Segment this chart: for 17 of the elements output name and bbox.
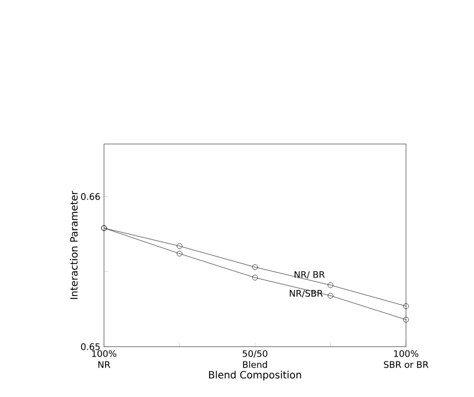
point	[328, 292, 334, 298]
y-axis-title: Interaction Parameter	[70, 190, 78, 299]
point	[403, 316, 409, 322]
point	[403, 303, 409, 309]
y-tick-label: 0.66	[81, 193, 100, 200]
x-axis-title: Blend Composition	[209, 370, 302, 380]
point	[176, 250, 182, 256]
x-tick-label: 50/50 Blend	[242, 350, 268, 368]
point	[176, 243, 182, 249]
x-tick-label: 100% SBR or BR	[384, 350, 428, 368]
point	[328, 282, 334, 288]
x-tick-label: 100% NR	[92, 350, 116, 368]
series-label: NR/SBR	[290, 290, 323, 298]
point	[252, 264, 258, 270]
point	[252, 274, 258, 280]
series-label: NR/ BR	[294, 271, 325, 279]
y-tick-label: 0.65	[81, 343, 100, 350]
